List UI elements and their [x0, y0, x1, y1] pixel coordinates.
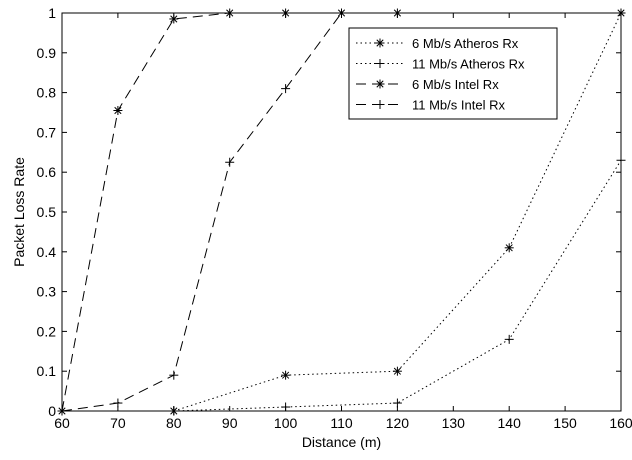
- x-axis-label: Distance (m): [302, 434, 381, 450]
- legend: 6 Mb/s Atheros Rx 11 Mb/s Atheros Rx 6 Mb/…: [348, 27, 558, 120]
- data-point-series-3: [169, 14, 179, 24]
- y-tick-label: 0.6: [37, 164, 57, 180]
- x-tick-label: 60: [54, 415, 70, 431]
- data-point-series-2: [504, 334, 514, 344]
- y-axis-label: Packet Loss Rate: [11, 157, 27, 267]
- x-tick-label: 150: [553, 415, 577, 431]
- data-point-series-2: [281, 402, 291, 412]
- legend-label-3: 6 Mb/s Intel Rx: [412, 77, 499, 92]
- data-point-series-4: [169, 370, 179, 380]
- data-point-series-1: [392, 366, 402, 376]
- y-tick-label: 0.2: [37, 323, 57, 339]
- x-tick-label: 110: [330, 415, 353, 431]
- legend-marker-2: [375, 59, 385, 68]
- y-tick-label: 0: [48, 403, 56, 419]
- data-point-series-2: [169, 406, 179, 416]
- y-tick-label: 0.1: [37, 363, 57, 379]
- legend-label-1: 6 Mb/s Atheros Rx: [412, 36, 519, 51]
- legend-label-2: 11 Mb/s Atheros Rx: [412, 57, 525, 72]
- x-tick-label: 80: [166, 415, 182, 431]
- series-line-4: [61, 12, 342, 412]
- x-tick-label: 160: [609, 415, 632, 431]
- y-tick-label: 0.4: [37, 244, 57, 260]
- y-tick-label: 0.9: [37, 45, 57, 61]
- y-axis-ticks: 0 0.1 0.2 0.3 0.4 0.5 0.6 0.7 0.8 0.9 1: [37, 5, 621, 419]
- data-point-series-1: [504, 243, 514, 253]
- legend-label-4: 11 Mb/s Intel Rx: [412, 98, 505, 113]
- y-tick-label: 0.8: [37, 85, 57, 101]
- y-tick-label: 1: [48, 5, 56, 21]
- legend-marker-3: [375, 79, 385, 89]
- data-point-series-4: [113, 398, 123, 408]
- data-point-series-4: [225, 157, 235, 167]
- x-tick-label: 120: [386, 415, 410, 431]
- data-point-series-4: [281, 84, 291, 94]
- x-tick-label: 140: [498, 415, 522, 431]
- x-tick-label: 70: [110, 415, 126, 431]
- data-point-series-4: [57, 406, 67, 416]
- y-tick-label: 0.3: [37, 284, 57, 300]
- data-point-series-1: [281, 370, 291, 380]
- data-point-series-3: [113, 106, 123, 116]
- data-point-series-4: [337, 8, 346, 18]
- y-tick-label: 0.5: [37, 204, 57, 220]
- data-point-series-3: [225, 8, 235, 18]
- series-layer: [57, 8, 626, 416]
- data-point-series-2: [392, 398, 402, 408]
- data-point-series-2: [616, 155, 626, 165]
- data-point-series-1: [616, 8, 626, 18]
- data-point-series-3: [392, 8, 402, 18]
- series-line-1: [173, 12, 622, 412]
- data-point-series-3: [281, 8, 291, 18]
- x-tick-label: 130: [442, 415, 466, 431]
- x-tick-label: 90: [222, 415, 238, 431]
- y-tick-label: 0.7: [37, 124, 57, 140]
- legend-marker-1: [375, 38, 385, 48]
- x-axis-ticks: 60 70 80 90 100 110 120 130 140 150 160: [54, 13, 632, 431]
- legend-marker-4: [375, 100, 385, 109]
- x-tick-label: 100: [274, 415, 298, 431]
